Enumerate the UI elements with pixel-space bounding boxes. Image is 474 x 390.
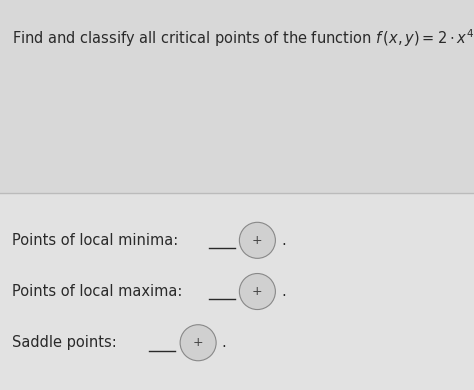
Ellipse shape bbox=[239, 222, 275, 258]
Bar bbox=[0, 0, 474, 193]
Text: Find and classify all critical points of the function $f\,(x,y) = 2 \cdot x^4 + : Find and classify all critical points of… bbox=[12, 27, 474, 49]
Text: +: + bbox=[252, 285, 263, 298]
Text: Points of local maxima:: Points of local maxima: bbox=[12, 284, 182, 299]
Text: Points of local minima:: Points of local minima: bbox=[12, 233, 178, 248]
Bar bbox=[0, 193, 474, 390]
Text: +: + bbox=[193, 336, 203, 349]
Text: .: . bbox=[281, 284, 286, 299]
Ellipse shape bbox=[239, 273, 275, 310]
Ellipse shape bbox=[180, 325, 216, 361]
Text: +: + bbox=[252, 234, 263, 247]
Text: .: . bbox=[222, 335, 227, 350]
Text: .: . bbox=[281, 233, 286, 248]
Text: Saddle points:: Saddle points: bbox=[12, 335, 117, 350]
